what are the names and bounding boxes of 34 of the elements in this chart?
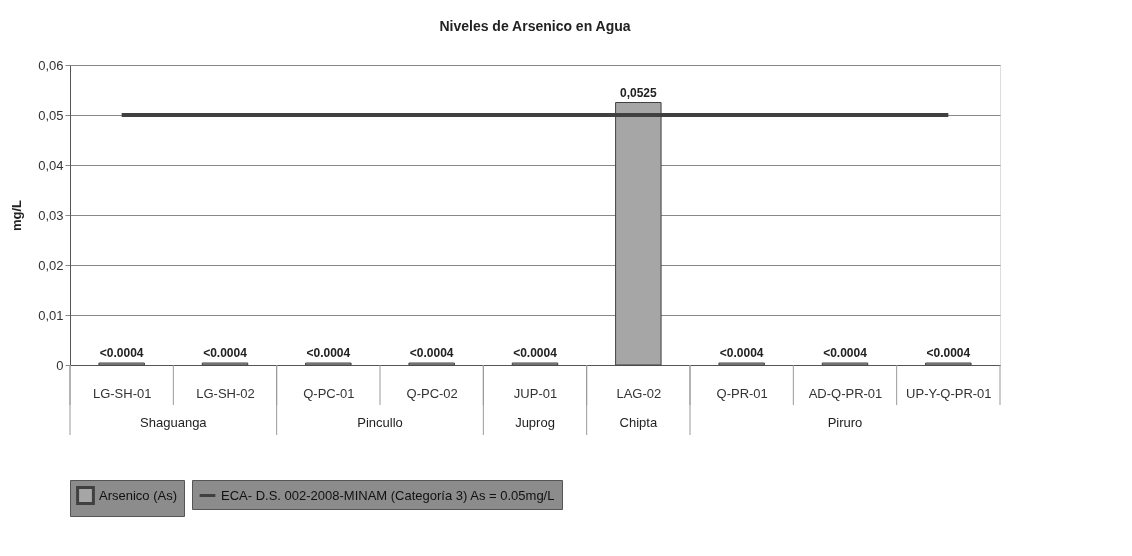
data-label: <0.0004 xyxy=(823,346,868,360)
y-tick-label: 0 xyxy=(56,357,64,373)
text: Pincullo xyxy=(357,415,403,430)
y-tick-label: 0,04 xyxy=(38,157,64,173)
x-tick-label: Q-PC-01 xyxy=(303,385,355,401)
text: Shaguanga xyxy=(140,415,208,430)
x-tick-label: LG-SH-02 xyxy=(196,385,255,401)
legend-label: ECA- D.S. 002-2008-MINAM (Categoría 3) As = 0.05mg/L xyxy=(221,487,555,503)
data-label: <0.0004 xyxy=(203,346,248,360)
text: Piruro xyxy=(827,415,863,430)
y-tick-label: 0,03 xyxy=(38,207,64,223)
data-label: <0.0004 xyxy=(99,346,144,360)
x-tick-label: UP-Y-Q-PR-01 xyxy=(906,385,992,401)
x-tick-label: LAG-02 xyxy=(616,385,662,401)
y-tick-label: 0,05 xyxy=(38,107,64,123)
text: Chipta xyxy=(619,415,658,430)
chart-title: Niveles de Arsenico en Agua xyxy=(439,18,631,34)
y-tick-label: 0,01 xyxy=(38,307,64,323)
x-tick-label: Q-PC-02 xyxy=(406,385,458,401)
x-tick-label: AD-Q-PR-01 xyxy=(808,385,883,401)
data-label: 0,0525 xyxy=(619,85,658,100)
x-tick-label: LG-SH-01 xyxy=(92,385,152,401)
y-axis-title: mg/L xyxy=(9,199,25,232)
data-label: <0.0004 xyxy=(926,346,971,360)
x-tick-label: Q-PR-01 xyxy=(716,385,768,401)
data-label: <0.0004 xyxy=(409,346,454,360)
data-label: <0.0004 xyxy=(513,346,558,360)
data-label: <0.0004 xyxy=(719,346,764,360)
legend-label: Arsenico (As) xyxy=(99,487,178,503)
y-tick-label: 0,06 xyxy=(38,57,64,73)
x-tick-label: JUP-01 xyxy=(513,385,558,401)
text: Juprog xyxy=(515,415,555,430)
y-tick-label: 0,02 xyxy=(38,257,64,273)
data-label: <0.0004 xyxy=(306,346,351,360)
